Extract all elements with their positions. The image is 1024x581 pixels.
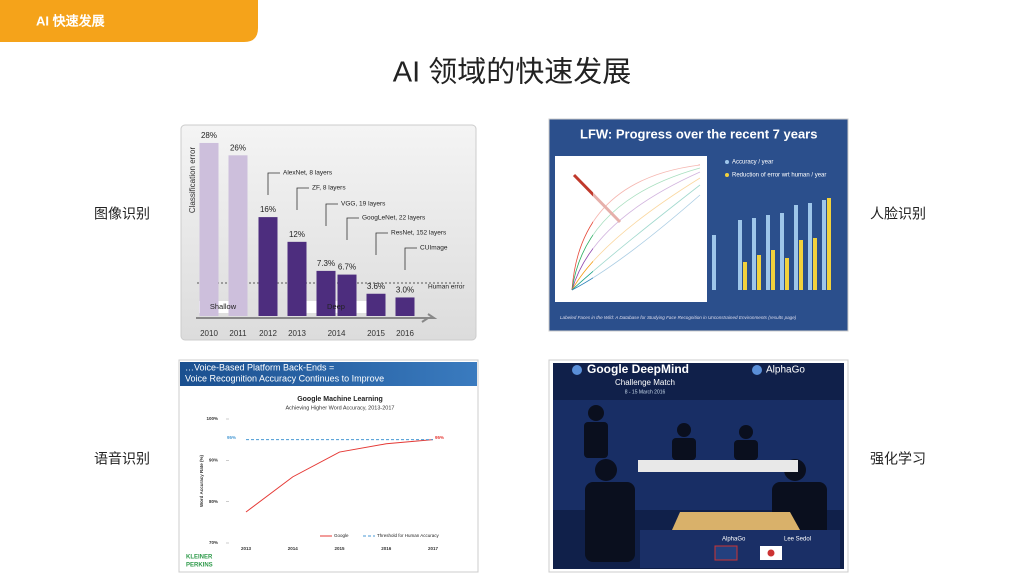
value-label: 12% [289,230,305,239]
alphago-logo: AlphaGo [766,365,805,376]
value-label: 28% [201,131,217,140]
brand: KLEINER [186,555,213,561]
annotation-line [267,172,280,195]
banner-text: …Voice-Based Platform Back-Ends = [185,362,334,372]
brand: PERKINS [186,563,213,569]
legend-swatch [725,160,729,164]
x-tick-label: 2016 [381,546,392,551]
bar [395,297,415,316]
annotation-line [404,247,417,270]
value-label: 95% [435,435,444,440]
legend-text: Accuracy / year [732,160,773,166]
annotation: CUImage [420,245,448,252]
banner-text: Voice Recognition Accuracy Continues to … [185,373,384,383]
value-label: 95% [227,435,236,440]
flag [714,545,738,561]
bar [316,270,336,316]
x-tick-label: 2014 [288,546,299,551]
y-tick-label: 100% [206,416,218,421]
x-tick-label: 2013 [241,546,252,551]
lfw-title: LFW: Progress over the recent 7 years [580,126,817,141]
voice-banner [180,362,477,386]
player-name: AlphaGo [722,537,746,543]
annotation: ZF, 8 layers [312,185,346,192]
axis-label: Word Accuracy Rate (%) [199,454,204,507]
name-screen [640,530,840,568]
panel-label: 图像识别 [94,206,150,222]
annotation-line [325,203,338,226]
chart-title: Google Machine Learning [297,396,383,403]
event-subtitle: Challenge Match [615,378,675,387]
x-tick-label: 2010 [200,329,218,338]
axis-arrow [196,313,438,323]
value-label: 3.0% [396,286,414,295]
group-label: Shallow [210,302,237,311]
slide-title: AI 领域的快速发展 [393,56,631,89]
x-tick-label: 2011 [229,329,247,338]
go-board [672,512,800,530]
tab-text: AI 快速发展 [36,13,106,28]
legend-text: Threshold for Human Accuracy [377,533,440,538]
section-tab [0,0,258,42]
value-label: 3.6% [367,282,385,291]
x-tick-label: 2012 [259,329,277,338]
player-name: Lee Sedol [784,537,811,543]
table [638,460,798,472]
y-tick-label: 70% [209,540,218,545]
roc-legend [593,165,703,280]
bar [199,142,219,316]
value-label: 7.3% [317,259,335,268]
x-tick-label: 2017 [428,546,439,551]
annotation-line [375,232,388,255]
annotation: ResNet, 152 layers [391,230,447,237]
value-label: 16% [260,205,276,214]
flag-emblem [767,549,775,557]
y-tick-label: 90% [209,458,218,463]
x-tick-label: 2014 [328,329,346,338]
imagenet-panel [180,124,477,341]
chart-subtitle: Achieving Higher Word Accuracy, 2013-201… [286,405,395,411]
lfw-caption: Labeled Faces in the Wild: A Database fo… [560,315,797,320]
x-tick-label: 2015 [334,546,345,551]
reference-label: Human error [428,284,465,291]
annotation-line [346,217,359,240]
bar [258,217,278,316]
x-tick-label: 2016 [396,329,414,338]
bar [287,241,307,316]
axis-label: Classification error [188,147,197,214]
voice-chart: Google Machine Learning Achieving Higher … [199,396,444,551]
bar [366,293,386,316]
annotation: AlexNet, 8 layers [283,170,333,177]
x-tick-label: 2013 [288,329,306,338]
value-label: 6.7% [338,263,356,272]
logo-mark [572,365,582,375]
imagenet-chart: Classification error 28% 2010 26% 2011 16% 201… [188,131,465,338]
legend-swatch [725,173,729,177]
legend-text: Reduction of error wrt human / year [732,173,826,179]
bar [337,274,357,316]
annotation: VGG, 19 layers [341,201,386,208]
event-date: 8 - 15 March 2016 [625,389,666,395]
y-tick-label: 80% [209,499,218,504]
annotation-line [296,187,309,210]
series-line [245,439,434,513]
x-tick-label: 2015 [367,329,385,338]
voice-panel [178,359,479,573]
logo-mark [752,365,762,375]
value-label: 26% [230,143,246,152]
panel-label: 语音识别 [94,451,150,467]
lfw-bars [712,198,831,290]
group-label: Deep [327,302,345,311]
annotation: GoogLeNet, 22 layers [362,215,426,222]
panel-label: 强化学习 [870,451,926,467]
event-title: Google DeepMind [587,362,689,376]
bar [228,155,248,316]
panel-label: 人脸识别 [870,206,926,222]
legend-text: Google [334,533,349,538]
